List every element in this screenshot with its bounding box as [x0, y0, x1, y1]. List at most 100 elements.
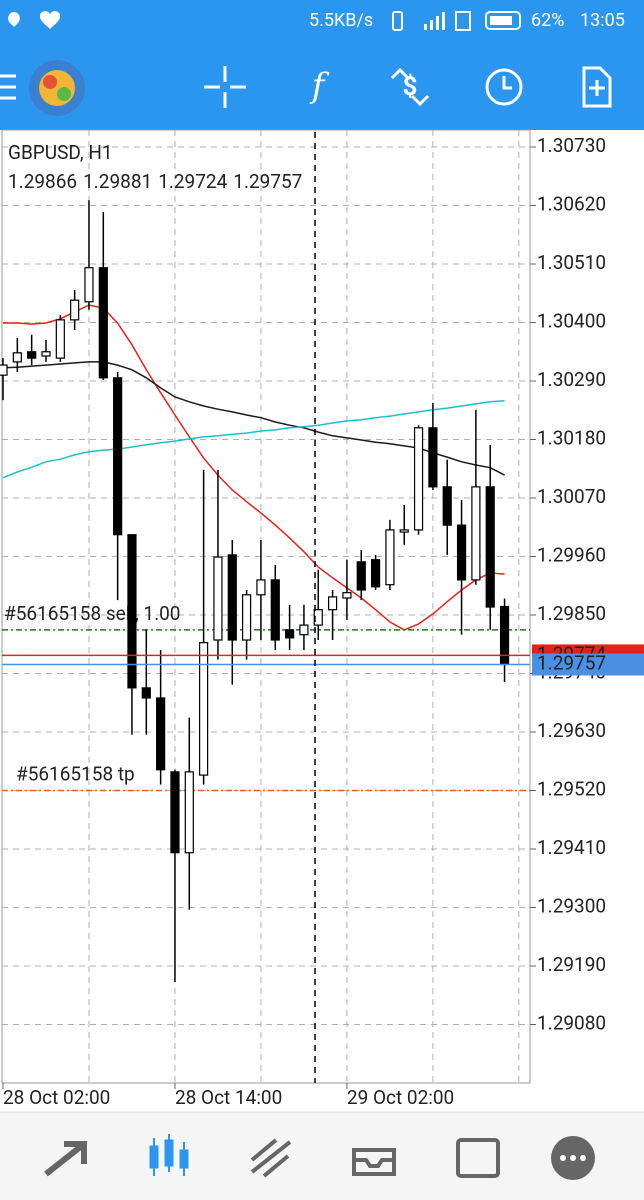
x-tick-label: 29 Oct 02:00: [347, 1086, 454, 1109]
net-speed: 5.5KB/s: [309, 10, 373, 31]
candle-body: [327, 596, 338, 611]
y-tick-label: 1.30510: [537, 251, 606, 274]
candle-body: [299, 624, 309, 636]
app-logo-inner: [39, 70, 75, 106]
moving-average: [3, 304, 505, 631]
chart: 1.30730 1.30620 1.30510 1.30400 1.30290 1.301…: [0, 130, 606, 1109]
chat-dot: [560, 1155, 566, 1161]
candle-body: [184, 771, 194, 854]
y-tick-label: 1.30070: [537, 485, 606, 508]
bottom-nav: [0, 1112, 644, 1200]
ohlc-high: 1.29881: [83, 170, 152, 193]
candle-body: [55, 319, 65, 359]
y-tick-label: 1.30620: [537, 193, 606, 216]
notif-icon: [8, 12, 20, 27]
candle-body: [156, 697, 166, 771]
toolbar: [0, 66, 612, 108]
template-button[interactable]: [582, 66, 612, 108]
chat-dot: [570, 1155, 576, 1161]
candle-body: [242, 594, 252, 641]
app-logo-dot: [43, 75, 57, 89]
battery-text: 62%: [531, 10, 564, 31]
header-bg: [0, 0, 644, 130]
y-tick-label: 1.29850: [537, 602, 606, 625]
menu-button[interactable]: [0, 74, 16, 100]
trade-tab[interactable]: [250, 1138, 292, 1178]
signal-icon: [436, 16, 439, 30]
y-tick-label: 1.29630: [537, 719, 606, 742]
order-label: #56165158 tp: [16, 763, 135, 786]
candle-body: [98, 267, 108, 379]
order-label: #56165158 sell, 1.00: [4, 602, 180, 625]
candle-body: [141, 687, 151, 699]
y-tick-label: 1.29190: [537, 953, 606, 976]
candle-body: [84, 267, 94, 303]
bid-label: 1.29757: [537, 651, 606, 674]
y-tick-label: 1.29410: [537, 836, 606, 859]
candle-body: [41, 351, 51, 357]
news-tab[interactable]: [456, 1138, 500, 1178]
bid-box: [532, 653, 644, 676]
y-tick-label: 1.29080: [537, 1012, 606, 1035]
candle-body: [413, 427, 424, 531]
status-icons: [8, 11, 521, 31]
chart-tab[interactable]: [149, 1134, 189, 1176]
candle-body: [213, 556, 223, 641]
candle-body: [256, 579, 266, 596]
moving-average: [2, 399, 505, 479]
heart-icon: [39, 11, 61, 29]
candle-body: [442, 486, 452, 526]
y-tick-label: 1.29520: [537, 778, 606, 801]
trade-button[interactable]: [390, 67, 430, 107]
signal-icon: [442, 12, 445, 30]
y-tick-label: 1.29300: [537, 895, 606, 918]
x-tick-label: 28 Oct 14:00: [175, 1086, 282, 1109]
candle-body: [370, 559, 381, 588]
candle-body: [456, 524, 467, 581]
dollar-glyph: $: [403, 72, 418, 102]
candle-body: [471, 486, 481, 581]
app-logo-dot: [57, 87, 71, 101]
signal-icon: [424, 24, 427, 30]
signal-icon: [430, 20, 433, 30]
candle-body: [270, 579, 280, 641]
y-tick-label: 1.29960: [537, 544, 606, 567]
candle-body: [113, 377, 123, 536]
wifi-icon: [455, 11, 471, 31]
candle-body: [342, 592, 352, 599]
clock: 13:05: [580, 10, 625, 31]
ohlc-open: 1.29866: [8, 170, 77, 193]
candle-body: [385, 529, 395, 586]
chat-dot: [580, 1155, 586, 1161]
vibrate-icon: [392, 11, 403, 31]
candle-body: [170, 771, 180, 854]
battery-icon: [485, 11, 521, 30]
battery-level: [490, 16, 512, 25]
candle-body: [227, 554, 237, 641]
candle-body: [127, 534, 137, 689]
ohlc-low: 1.29724: [158, 170, 227, 193]
history-tab[interactable]: [352, 1148, 396, 1176]
candle-body: [0, 364, 8, 376]
y-tick-label: 1.30400: [537, 310, 606, 333]
crosshair-button[interactable]: [204, 66, 246, 108]
candle-body: [428, 427, 438, 488]
candle-body: [356, 561, 366, 591]
candle-body: [399, 529, 409, 533]
y-tick-label: 1.30180: [537, 427, 606, 450]
period-hands: [502, 76, 512, 90]
quotes-tab[interactable]: [44, 1141, 87, 1177]
candle-body: [285, 629, 295, 639]
candle-body: [12, 352, 22, 363]
period-button[interactable]: [485, 68, 523, 106]
ohlc-close: 1.29757: [233, 170, 302, 193]
y-tick-label: 1.30730: [537, 134, 606, 157]
candle-body: [27, 351, 37, 359]
candle-body: [199, 642, 209, 776]
ohlc-readout: 1.29866 1.29881 1.29724 1.29757: [8, 170, 302, 193]
candle-body: [70, 299, 80, 321]
candle-body: [485, 486, 495, 608]
nav-icons: [44, 1134, 595, 1180]
